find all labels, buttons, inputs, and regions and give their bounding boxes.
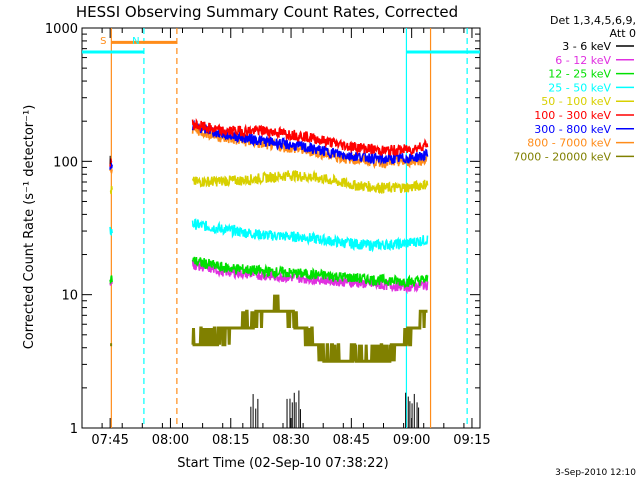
y-axis-label: Corrected Count Rate (s⁻¹ detector⁻¹) xyxy=(22,105,37,350)
series-line xyxy=(191,119,429,166)
legend-label: 800 - 7000 keV xyxy=(527,137,611,150)
series-line xyxy=(191,169,429,195)
y-tick-label: 100 xyxy=(53,155,78,170)
series-line xyxy=(191,117,429,156)
series-line xyxy=(109,226,113,237)
legend-label: 3 - 6 keV xyxy=(562,40,611,53)
x-tick-label: 08:30 xyxy=(272,433,309,448)
series-line xyxy=(109,185,113,195)
marker-label-n: N xyxy=(132,36,139,47)
x-tick-label: 09:15 xyxy=(453,433,490,448)
legend-label: 300 - 800 keV xyxy=(534,123,611,136)
plot-area: 1 10 100 1000 07:45 08:00 08:15 08:30 08:45 09:00… xyxy=(45,22,491,448)
marker-label-s: S xyxy=(100,36,106,47)
x-tick-label: 09:00 xyxy=(393,433,430,448)
legend-header-line-1: Det 1,3,4,5,6,9, xyxy=(550,14,636,27)
series-line xyxy=(191,256,429,290)
footer-timestamp: 3-Sep-2010 12:10 xyxy=(555,468,636,478)
x-axis-label: Start Time (02-Sep-10 07:38:22) xyxy=(177,456,388,471)
series-line xyxy=(109,275,113,284)
legend-label: 12 - 25 keV xyxy=(548,68,611,81)
x-tick-label: 07:45 xyxy=(91,433,128,448)
legend-label: 50 - 100 keV xyxy=(541,95,611,108)
legend-header-line-2: Att 0 xyxy=(610,27,636,40)
legend-label: 100 - 300 keV xyxy=(534,109,611,122)
legend-header: Det 1,3,4,5,6,9, Att 0 xyxy=(550,14,636,40)
legend-label: 6 - 12 keV xyxy=(555,54,611,67)
chart-title: HESSI Observing Summary Count Rates, Cor… xyxy=(76,3,458,21)
x-tick-label: 08:45 xyxy=(333,433,370,448)
series-line xyxy=(191,218,429,253)
y-tick-label: 1 xyxy=(70,422,78,437)
legend-label: 25 - 50 keV xyxy=(548,81,611,94)
series-line xyxy=(191,294,428,363)
x-tick-label: 08:15 xyxy=(212,433,249,448)
legend-label: 7000 - 20000 keV xyxy=(513,150,611,163)
y-tick-label: 1000 xyxy=(45,22,78,37)
y-tick-label: 10 xyxy=(61,289,78,304)
x-tick-label: 08:00 xyxy=(152,433,189,448)
plot-frame xyxy=(81,27,481,429)
